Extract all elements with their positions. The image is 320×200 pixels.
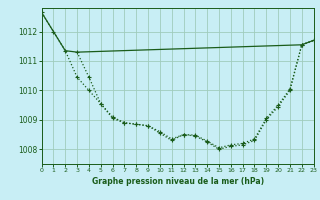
X-axis label: Graphe pression niveau de la mer (hPa): Graphe pression niveau de la mer (hPa) — [92, 177, 264, 186]
